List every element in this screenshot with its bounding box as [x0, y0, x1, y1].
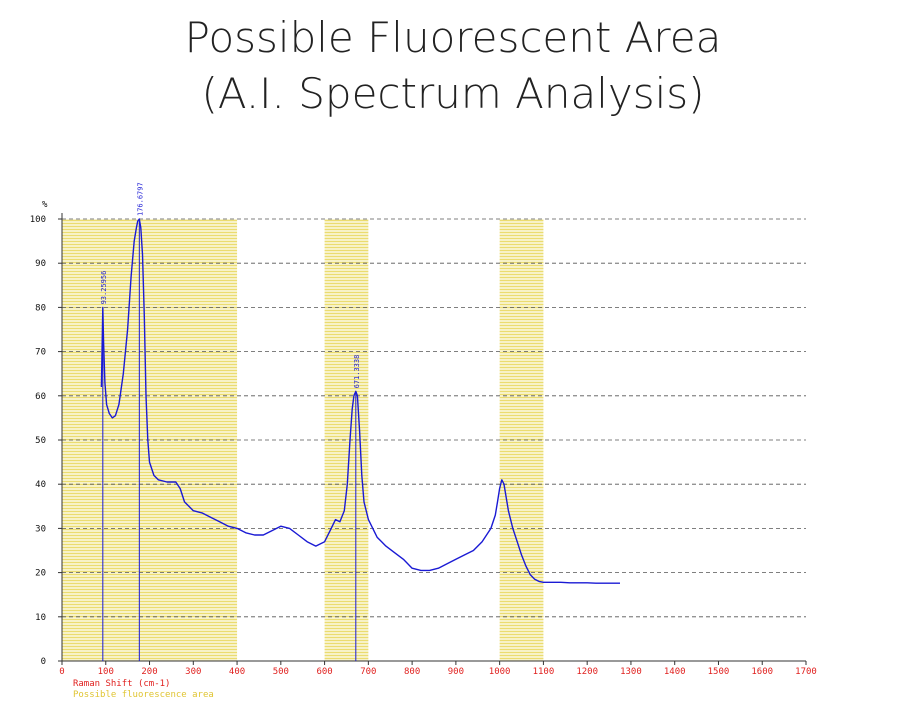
y-tick-label-70: 70	[35, 348, 46, 358]
x-tick-label-1100: 1100	[533, 667, 555, 677]
series-group	[100, 218, 620, 584]
title-line-2: (A.I. Spectrum Analysis)	[201, 69, 705, 118]
x-axis-ticks: 0 100 200 300 400 500 600 700 800 900 1000 1100 1200…	[59, 661, 817, 677]
x-tick-label-900: 900	[448, 667, 464, 677]
x-tick-label-0: 0	[59, 667, 64, 677]
y-unit-label: %	[42, 200, 48, 210]
x-tick-label-300: 300	[185, 667, 201, 677]
y-tick-label-60: 60	[35, 392, 46, 402]
y-tick-label-20: 20	[35, 569, 46, 579]
title-line-1: Possible Fluorescent Area	[184, 13, 722, 62]
y-tick-label-50: 50	[35, 436, 46, 446]
x-tick-label-1500: 1500	[708, 667, 730, 677]
x-tick-label-1000: 1000	[489, 667, 511, 677]
x-tick-label-1300: 1300	[620, 667, 642, 677]
y-tick-label-100: 100	[30, 215, 46, 225]
x-tick-label-400: 400	[229, 667, 245, 677]
y-tick-label-10: 10	[35, 613, 46, 623]
y-axis-ticks: 0 10 20 30 40 50 60 70 80 90 100	[30, 215, 62, 667]
y-tick-label-90: 90	[35, 259, 46, 269]
x-axis-label: Raman Shift (cm-1)	[73, 679, 171, 689]
x-tick-label-1700: 1700	[795, 667, 817, 677]
x-tick-label-1600: 1600	[751, 667, 773, 677]
peak-label-0: 93.25956	[100, 271, 108, 305]
grid-lines	[62, 218, 806, 618]
x-tick-label-700: 700	[360, 667, 376, 677]
x-tick-label-100: 100	[98, 667, 114, 677]
x-tick-label-1200: 1200	[576, 667, 598, 677]
y-tick-label-30: 30	[35, 524, 46, 534]
y-tick-label-40: 40	[35, 480, 46, 490]
x-tick-label-500: 500	[273, 667, 289, 677]
axes	[61, 213, 806, 662]
y-tick-label-0: 0	[41, 657, 46, 667]
y-tick-label-80: 80	[35, 303, 46, 313]
x-tick-label-600: 600	[316, 667, 332, 677]
x-tick-label-1400: 1400	[664, 667, 686, 677]
x-tick-label-200: 200	[141, 667, 157, 677]
series-line-0	[100, 218, 620, 584]
page-title: Possible Fluorescent Area (A.I. Spectrum…	[0, 10, 906, 122]
peak-label-2: 671.3338	[353, 355, 361, 389]
peak-markers: 93.25956 176.6797 671.3338	[100, 182, 361, 661]
legend-fluorescence-area: Possible fluorescence area	[73, 690, 214, 700]
peak-label-1: 176.6797	[136, 182, 144, 216]
x-tick-label-800: 800	[404, 667, 420, 677]
